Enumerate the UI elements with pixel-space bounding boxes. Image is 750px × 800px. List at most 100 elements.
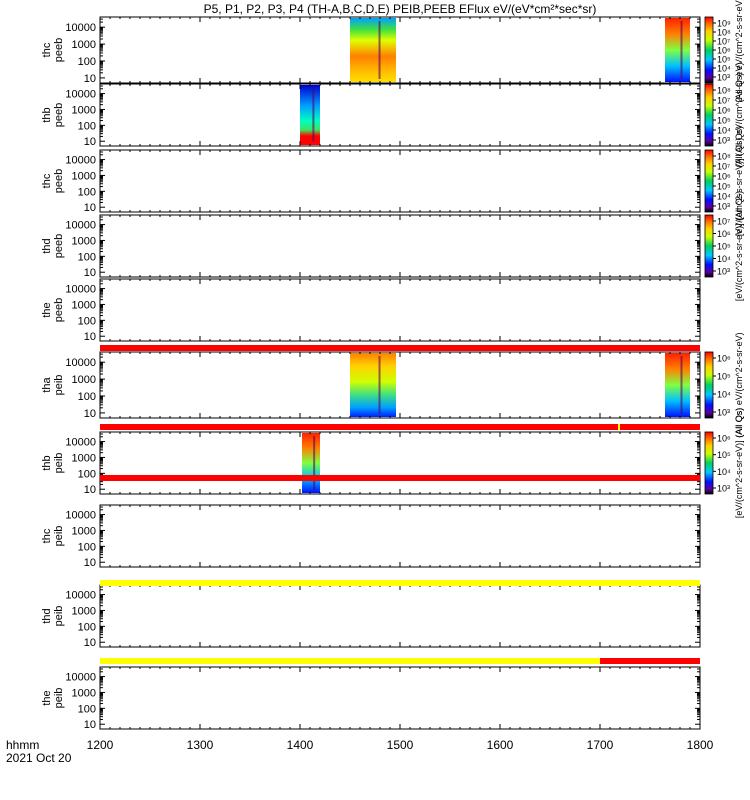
colorbar-tick-label: 10⁴ bbox=[717, 467, 731, 477]
colorbar-tick-label: 10⁴ bbox=[717, 254, 731, 264]
x-tick-label: 1700 bbox=[587, 738, 614, 752]
y-tick-label: 1000 bbox=[72, 687, 96, 699]
panel-label-probe: thd bbox=[41, 238, 53, 253]
colorbar-tick-label: 10³ bbox=[717, 408, 730, 418]
spectrogram-burst bbox=[350, 353, 396, 417]
y-tick-label: 100 bbox=[78, 56, 96, 68]
panel-label: thbpeib bbox=[41, 453, 65, 474]
colorbar-scale bbox=[704, 149, 714, 213]
panel-label-instrument: peib bbox=[53, 688, 65, 709]
x-tick-label: 1400 bbox=[287, 738, 314, 752]
panel-label-probe: thc bbox=[41, 173, 53, 188]
y-tick-label: 10 bbox=[84, 557, 96, 569]
colorbar-tick-label: 10⁴ bbox=[717, 192, 731, 202]
burst-dip bbox=[378, 21, 381, 79]
y-tick-label: 10000 bbox=[65, 284, 96, 296]
panel-label: thdpeib bbox=[41, 606, 65, 627]
y-tick-label: 10000 bbox=[65, 590, 96, 602]
panel-label-instrument: peib bbox=[53, 606, 65, 627]
panel-label-instrument: peib bbox=[53, 526, 65, 547]
y-tick-label: 100 bbox=[78, 468, 96, 480]
y-tick-label: 10 bbox=[84, 136, 96, 148]
colorbar-title: [eV/(cm^2-s-sr-eV)] (All Qs) bbox=[734, 191, 744, 301]
mode-bar-segment bbox=[100, 580, 700, 586]
spectrogram-burst bbox=[350, 18, 396, 82]
panel-label-probe: the bbox=[41, 690, 53, 705]
y-tick-label: 10000 bbox=[65, 672, 96, 684]
x-tick-label: 1300 bbox=[187, 738, 214, 752]
x-tick-label: 1200 bbox=[87, 738, 114, 752]
x-tick-label: 1800 bbox=[687, 738, 714, 752]
panel-frame bbox=[99, 351, 701, 419]
y-tick-label: 10 bbox=[84, 267, 96, 279]
colorbar-tick-label: 10⁶ bbox=[717, 46, 731, 56]
colorbar-tick-label: 10⁵ bbox=[717, 372, 731, 382]
y-tick-label: 100 bbox=[78, 251, 96, 263]
panel-label-instrument: peeb bbox=[53, 103, 65, 127]
panel-label-instrument: peeb bbox=[53, 298, 65, 322]
panel-label: thcpeeb bbox=[41, 169, 65, 193]
y-tick-label: 10 bbox=[84, 73, 96, 85]
y-tick-label: 1000 bbox=[72, 39, 96, 51]
colorbar-tick-label: 10⁸ bbox=[717, 86, 731, 96]
burst-dip bbox=[680, 356, 683, 414]
colorbar-tick-label: 10⁷ bbox=[717, 96, 730, 106]
colorbar-tick-label: 10³ bbox=[717, 202, 730, 212]
x-tick-label: 1500 bbox=[387, 738, 414, 752]
colorbar-tick-label: 10⁷ bbox=[717, 162, 730, 172]
panel-label-instrument: peeb bbox=[53, 234, 65, 258]
colorbar-tick-label: 10⁸ bbox=[717, 152, 731, 162]
y-tick-label: 10 bbox=[84, 484, 96, 496]
colorbar-tick-label: 10⁵ bbox=[717, 55, 731, 65]
y-tick-label: 10 bbox=[84, 719, 96, 731]
x-axis-date-label: 2021 Oct 20 bbox=[6, 751, 72, 765]
y-tick-label: 1000 bbox=[72, 104, 96, 116]
panel-label: thepeeb bbox=[41, 298, 65, 322]
y-tick-label: 100 bbox=[78, 315, 96, 327]
colorbar-title: (All Qs) eV/(cm^2-s-sr-eV) bbox=[734, 62, 744, 167]
colorbar-scale bbox=[704, 431, 714, 495]
panel-label-probe: tha bbox=[41, 376, 53, 392]
mode-bar bbox=[100, 475, 700, 481]
colorbar: 10⁶ 10⁵ 10⁴ 10³ (All Qs) eV/(cm^2-s-sr-eV) bbox=[704, 332, 744, 438]
figure-title: P5, P1, P2, P3, P4 (TH-A,B,C,D,E) PEIB,P… bbox=[204, 2, 597, 16]
colorbar-tick-label: 10⁶ bbox=[717, 434, 731, 444]
y-tick-label: 100 bbox=[78, 120, 96, 132]
colorbar-tick-label: 10⁵ bbox=[717, 450, 731, 460]
y-tick-label: 10000 bbox=[65, 89, 96, 101]
y-tick-label: 1000 bbox=[72, 299, 96, 311]
panel-frame bbox=[99, 584, 701, 648]
y-tick-label: 100 bbox=[78, 621, 96, 633]
y-tick-label: 10000 bbox=[65, 437, 96, 449]
panel-frame bbox=[99, 431, 701, 495]
panel-frame bbox=[99, 666, 701, 730]
panel-label-probe: thc bbox=[41, 42, 53, 57]
panel-label-probe: the bbox=[41, 302, 53, 317]
y-tick-label: 10000 bbox=[65, 220, 96, 232]
burst-dip bbox=[680, 21, 683, 79]
colorbar-tick-label: 10⁶ bbox=[717, 229, 731, 239]
panel-label: thdpeeb bbox=[41, 234, 65, 258]
y-tick-label: 10000 bbox=[65, 155, 96, 167]
spectrogram-burst bbox=[665, 18, 690, 82]
colorbar-scale bbox=[704, 351, 714, 419]
colorbar-title: [eV/(cm^2-s-sr-eV)] (All Qs) bbox=[734, 126, 744, 236]
y-tick-label: 10000 bbox=[65, 22, 96, 34]
mode-bar-segment bbox=[100, 658, 600, 664]
panel-frame bbox=[99, 16, 701, 84]
panel-label: thbpeeb bbox=[41, 103, 65, 127]
y-tick-label: 1000 bbox=[72, 374, 96, 386]
mode-bars bbox=[100, 345, 700, 664]
panels: 10100100010000thcpeeb10100100010000thbpe… bbox=[41, 16, 701, 731]
y-tick-label: 10 bbox=[84, 408, 96, 420]
y-tick-label: 1000 bbox=[72, 170, 96, 182]
colorbar-tick-label: 10⁶ bbox=[717, 172, 731, 182]
panel-frame bbox=[99, 149, 701, 213]
